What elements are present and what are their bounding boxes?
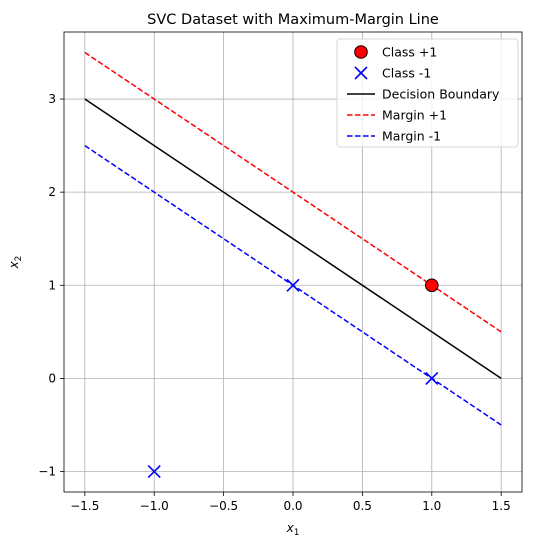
decision-boundary-line [84, 98, 502, 380]
class-neg-point [425, 371, 439, 385]
class-neg-point [147, 464, 161, 479]
y-axis-label: x2 [7, 256, 24, 270]
data-points [147, 278, 439, 479]
x-axis: −1.5 −1.0 −0.5 0.0 0.5 1.0 1.5 [70, 492, 511, 513]
y-tick-label: 2 [48, 185, 56, 199]
legend-marker-class-1-stroke [354, 66, 368, 80]
x-tick-label: 0.0 [283, 499, 302, 513]
legend-label-margin-1: Margin -1 [382, 129, 441, 144]
legend-label-margin-1: Margin +1 [382, 108, 447, 123]
class-pos-point [424, 278, 439, 293]
class-neg-point-stroke [147, 464, 161, 479]
legend-label-class-1: Class -1 [382, 66, 431, 81]
y-axis-label-sub: 2 [14, 256, 24, 262]
x-tick-label: −0.5 [209, 499, 238, 513]
y-tick-label: 1 [48, 278, 56, 292]
class-neg-point-stroke [286, 278, 300, 292]
class-neg-point-stroke [425, 371, 439, 385]
legend-marker-class-1 [354, 66, 368, 80]
chart-title: SVC Dataset with Maximum-Margin Line [147, 12, 439, 28]
x-tick-label: −1.5 [70, 499, 99, 513]
x-tick-label: 1.5 [492, 499, 511, 513]
y-axis: −1 0 1 2 3 [38, 92, 64, 479]
y-axis-label-main: x [7, 260, 21, 269]
legend-label-decision-boundary: Decision Boundary [382, 87, 500, 102]
x-tick-label: 1.0 [422, 499, 441, 513]
x-axis-label-main: x [286, 521, 295, 535]
legend: Class +1 Class -1 Decision Boundary Margin … [336, 38, 519, 148]
legend-marker-class-1 [354, 45, 368, 59]
x-axis-label-sub: 1 [294, 528, 300, 538]
class-neg-point [286, 278, 300, 292]
y-tick-label: −1 [38, 465, 56, 479]
legend-label-class-1: Class +1 [382, 45, 437, 60]
y-tick-label: 3 [48, 92, 56, 106]
x-tick-label: 0.5 [353, 499, 372, 513]
x-axis-label: x1 [286, 521, 300, 538]
legend-box [336, 38, 519, 148]
y-tick-label: 0 [48, 371, 56, 385]
x-tick-label: −1.0 [140, 499, 169, 513]
